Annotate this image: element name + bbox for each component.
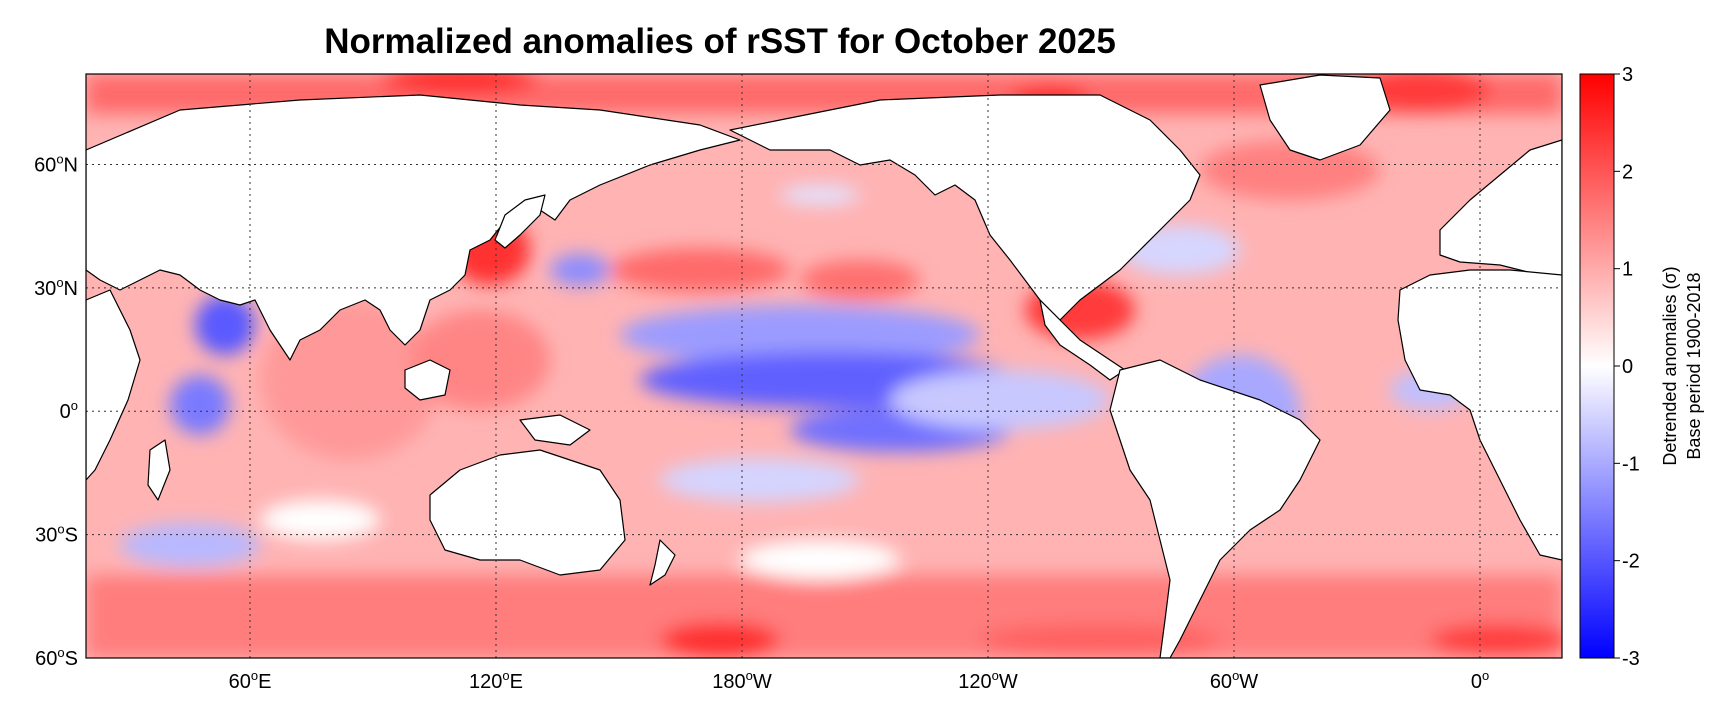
land-new-zealand <box>649 539 676 586</box>
colorbar-tick-label: -3 <box>1622 648 1640 670</box>
colorbar-label-line1: Detrended anomalies (σ) <box>1660 266 1680 465</box>
colorbar-tick-label: -2 <box>1622 551 1640 573</box>
land-eurasia <box>86 94 741 361</box>
lon-tick-label: 60oE <box>229 668 272 693</box>
land-new-guinea <box>519 414 591 446</box>
colorbar-tick-label: 2 <box>1622 161 1633 183</box>
land-south-america <box>1109 359 1321 658</box>
colorbar-tick-label: 0 <box>1622 356 1633 378</box>
land-greenland <box>1259 74 1391 161</box>
land-africa-east <box>86 289 141 481</box>
land-masses <box>86 74 1562 658</box>
lon-tick-label: 120oE <box>469 668 523 693</box>
lat-tick-label: 60oS <box>35 645 78 670</box>
colorbar-ticks: 3 2 1 0 -1 -2 -3 <box>1614 64 1640 670</box>
land-europe <box>1439 139 1562 281</box>
lat-tick-label: 30oS <box>35 522 78 547</box>
lat-tick-label: 60oN <box>34 151 78 176</box>
lon-tick-label: 180oW <box>712 668 772 693</box>
colorbar-tick-label: -1 <box>1622 453 1640 475</box>
land-madagascar <box>147 439 171 501</box>
land-borneo <box>404 359 451 401</box>
longitude-tick-labels: 60oE 120oE 180oW 120oW 60oW 0o <box>229 668 1490 693</box>
colorbar-tick-label: 1 <box>1622 259 1633 281</box>
colorbar-label-line2: Base period 1900-2018 <box>1684 272 1704 459</box>
colorbar-tick-label: 3 <box>1622 64 1633 86</box>
map-frame <box>85 73 1563 659</box>
graticule <box>86 74 1562 658</box>
land-australia <box>429 449 626 576</box>
lon-tick-label: 60oW <box>1210 668 1258 693</box>
colorbar: 3 2 1 0 -1 -2 -3 Detrended anomalies (σ) Base … <box>1579 64 1704 670</box>
lon-tick-label: 0o <box>1471 668 1489 693</box>
land-central-america <box>1039 299 1126 381</box>
map-title: Normalized anomalies of rSST for October… <box>324 22 1116 61</box>
land-africa-west <box>1397 269 1562 561</box>
latitude-tick-labels: 60oN 30oN 0o 30oS 60oS <box>34 151 78 670</box>
lat-tick-label: 30oN <box>34 275 78 300</box>
lon-tick-label: 120oW <box>958 668 1018 693</box>
land-japan <box>494 194 546 249</box>
lat-tick-label: 0o <box>60 398 78 423</box>
colorbar-gradient <box>1579 73 1615 659</box>
